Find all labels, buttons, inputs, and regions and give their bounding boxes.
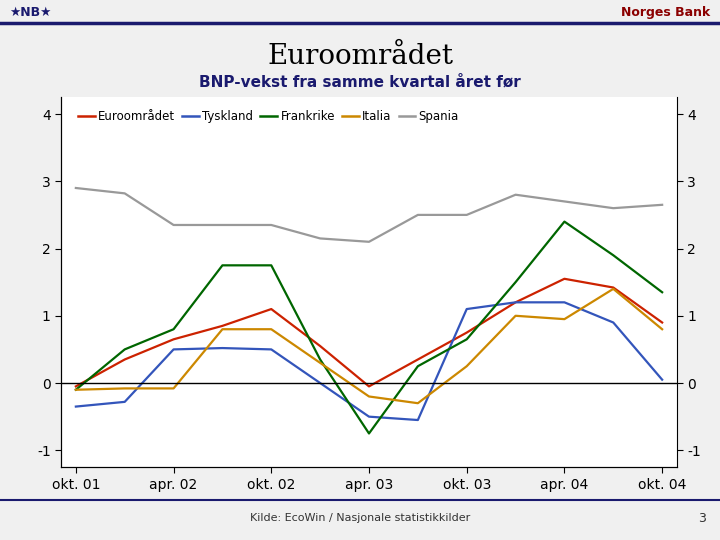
Text: BNP-vekst fra samme kvartal året før: BNP-vekst fra samme kvartal året før [199,75,521,90]
Text: Kilde: EcoWin / Nasjonale statistikkilder: Kilde: EcoWin / Nasjonale statistikkilde… [250,514,470,523]
Text: 3: 3 [698,512,706,525]
Text: ★NB★: ★NB★ [9,6,52,19]
Text: Norges Bank: Norges Bank [621,6,711,19]
Text: Euroområdet: Euroområdet [267,43,453,70]
Legend: Euroområdet, Tyskland, Frankrike, Italia, Spania: Euroområdet, Tyskland, Frankrike, Italia… [73,105,464,127]
